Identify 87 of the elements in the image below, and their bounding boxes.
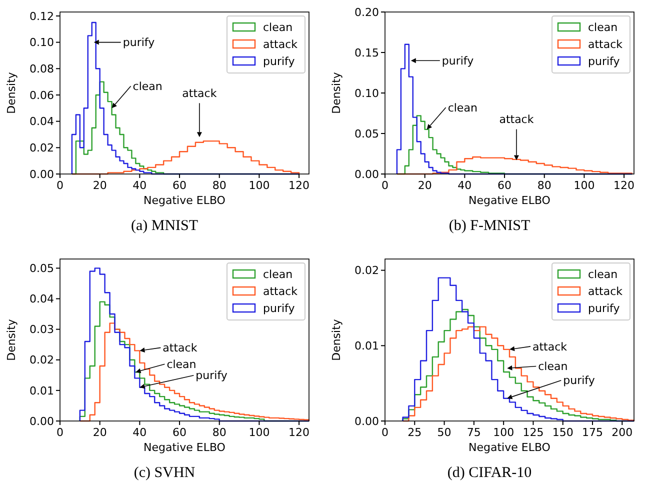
y-tick-label: 0.05 [354, 127, 379, 140]
x-tick-label: 0 [382, 426, 388, 439]
x-tick-label: 75 [466, 426, 481, 439]
x-tick-label: 100 [248, 179, 270, 192]
annotation: attack [532, 340, 568, 354]
x-tick-label: 100 [493, 426, 514, 439]
x-tick-label: 60 [172, 426, 187, 439]
y-tick-label: 0.10 [30, 36, 54, 50]
x-tick-label: 200 [612, 426, 633, 439]
x-tick-label: 0 [56, 426, 64, 439]
x-tick-label: 80 [537, 179, 552, 192]
x-tick-label: 20 [92, 179, 107, 192]
x-tick-label: 80 [212, 426, 226, 439]
y-tick-label: 0.08 [30, 62, 54, 76]
x-axis-title: Negative ELBO [144, 194, 226, 207]
y-axis-title: Density [5, 72, 18, 114]
x-tick-label: 125 [522, 426, 544, 439]
x-tick-label: 50 [437, 426, 452, 439]
x-tick-label: 20 [418, 179, 432, 192]
y-axis-title: Density [330, 318, 343, 361]
y-tick-label: 0.00 [354, 414, 379, 428]
annotation: clean [166, 358, 196, 371]
x-tick-label: 100 [248, 426, 270, 439]
legend-label: attack [588, 38, 624, 51]
y-axis-title: Density [330, 72, 343, 114]
x-tick-label: 60 [498, 179, 512, 192]
x-tick-label: 120 [288, 179, 310, 192]
x-tick-label: 0 [56, 179, 64, 192]
y-tick-label: 0.06 [30, 88, 54, 102]
y-tick-label: 0.02 [354, 264, 379, 278]
x-tick-label: 40 [132, 179, 147, 192]
x-tick-label: 150 [552, 426, 574, 439]
annotation: purify [196, 369, 228, 382]
text: (a) MNIST [130, 218, 198, 234]
legend-label: purify [588, 302, 620, 315]
y-tick-label: 0.02 [30, 354, 54, 367]
y-tick-label: 0.05 [30, 262, 54, 276]
annotation: clean [132, 80, 162, 93]
legend-label: clean [588, 268, 618, 281]
legend-label: purify [263, 55, 296, 68]
annotation: purify [563, 374, 596, 388]
legend-label: attack [263, 38, 298, 51]
annotation: attack [162, 342, 198, 355]
y-tick-label: 0.10 [354, 86, 379, 100]
text: (d) CIFAR-10 [447, 465, 532, 481]
x-tick-label: 25 [408, 426, 422, 439]
legend-label: clean [263, 268, 293, 281]
x-tick-label: 20 [92, 426, 107, 439]
text: (b) F-MNIST [448, 218, 530, 234]
x-tick-label: 175 [582, 426, 603, 439]
x-tick-label: 40 [458, 179, 472, 192]
annotation: attack [499, 113, 534, 126]
legend-label: purify [263, 302, 296, 315]
y-tick-label: 0.00 [30, 414, 54, 428]
legend-label: clean [588, 21, 618, 34]
x-tick-label: 100 [574, 179, 595, 192]
x-axis-title: Negative ELBO [468, 194, 551, 207]
annotation: purify [122, 36, 156, 50]
y-tick-label: 0.02 [30, 142, 54, 155]
x-tick-label: 0 [382, 179, 388, 192]
legend-label: purify [588, 55, 620, 68]
annotation: attack [182, 87, 218, 100]
x-tick-label: 60 [172, 179, 187, 192]
annotation: clean [538, 360, 568, 374]
x-tick-label: 120 [288, 426, 310, 439]
legend-label: clean [263, 21, 293, 34]
x-tick-label: 40 [132, 426, 147, 439]
legend-label: attack [263, 285, 298, 298]
annotation: purify [442, 54, 474, 68]
y-tick-label: 0.12 [30, 10, 54, 23]
y-tick-label: 0.03 [30, 323, 54, 336]
x-axis-title: Negative ELBO [144, 441, 226, 454]
y-tick-label: 0.20 [354, 6, 379, 19]
text: (c) SVHN [134, 465, 196, 481]
y-tick-label: 0.01 [354, 340, 379, 352]
y-axis-title: Density [5, 318, 18, 361]
y-tick-label: 0.04 [30, 292, 54, 306]
legend-label: attack [588, 285, 624, 298]
y-tick-label: 0.01 [30, 384, 54, 398]
x-axis-title: Negative ELBO [468, 441, 551, 454]
y-tick-label: 0.15 [354, 46, 379, 60]
y-tick-label: 0.04 [30, 115, 54, 128]
y-tick-label: 0.00 [30, 168, 54, 181]
x-tick-label: 80 [212, 179, 226, 192]
y-tick-label: 0.00 [354, 168, 379, 181]
x-tick-label: 120 [614, 179, 635, 192]
annotation: clean [448, 101, 478, 114]
